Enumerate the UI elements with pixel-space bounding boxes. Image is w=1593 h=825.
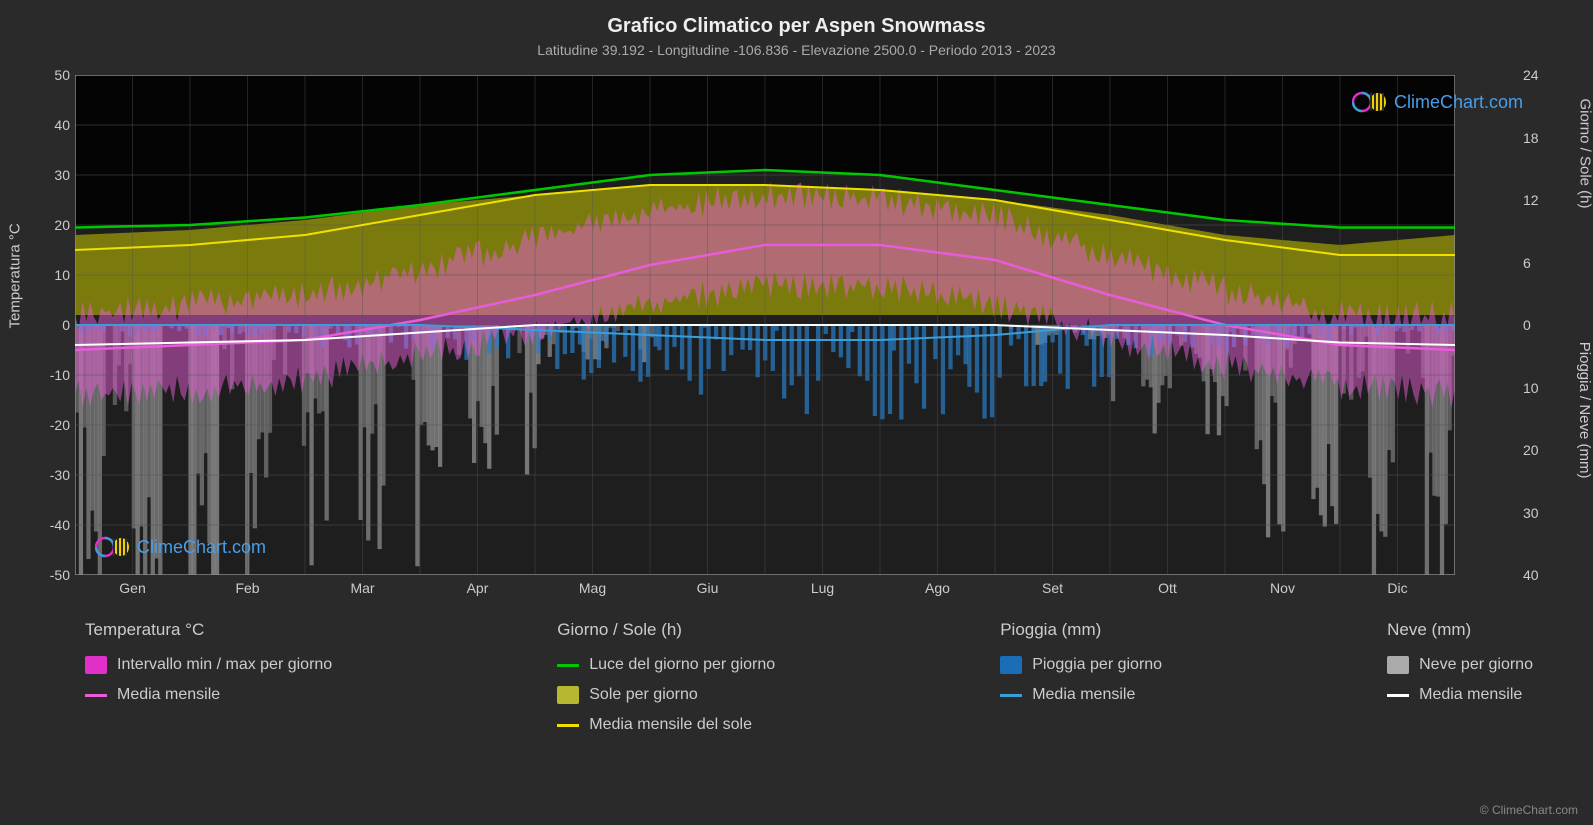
legend: Temperatura °C Intervallo min / max per … <box>85 620 1533 734</box>
y-right-top-tick: 24 <box>1523 67 1551 83</box>
rain-line-icon <box>1000 694 1022 697</box>
chart-title: Grafico Climatico per Aspen Snowmass <box>0 15 1593 38</box>
x-tick: Gen <box>113 580 153 596</box>
x-tick: Set <box>1033 580 1073 596</box>
logo-icon <box>95 535 131 559</box>
x-tick: Dic <box>1378 580 1418 596</box>
chart-plot-area <box>75 75 1455 575</box>
y-right-bottom-tick: 10 <box>1523 380 1551 396</box>
legend-sun-mean-label: Media mensile del sole <box>589 716 752 734</box>
snow-line-icon <box>1387 694 1409 697</box>
legend-col-day: Giorno / Sole (h) Luce del giorno per gi… <box>557 620 775 734</box>
x-tick: Mar <box>343 580 383 596</box>
y-left-tick: 20 <box>42 217 70 233</box>
legend-sun-mean: Media mensile del sole <box>557 716 775 734</box>
y-left-tick: -20 <box>42 417 70 433</box>
y-left-tick: -30 <box>42 467 70 483</box>
y-right-top-tick: 6 <box>1523 255 1551 271</box>
legend-rain-daily-label: Pioggia per giorno <box>1032 656 1162 674</box>
legend-daylight-label: Luce del giorno per giorno <box>589 656 775 674</box>
x-tick: Apr <box>458 580 498 596</box>
logo-bottom: ClimeChart.com <box>95 535 266 559</box>
copyright: © ClimeChart.com <box>1480 803 1578 817</box>
legend-sun-label: Sole per giorno <box>589 686 698 704</box>
y-left-tick: 40 <box>42 117 70 133</box>
legend-col-temp: Temperatura °C Intervallo min / max per … <box>85 620 332 734</box>
legend-snow-mean-label: Media mensile <box>1419 686 1522 704</box>
legend-sun: Sole per giorno <box>557 686 775 704</box>
legend-temp-mean: Media mensile <box>85 686 332 704</box>
y-right-top-tick: 0 <box>1523 317 1551 333</box>
snow-swatch-icon <box>1387 656 1409 674</box>
y-left-tick: -10 <box>42 367 70 383</box>
legend-temp-range-label: Intervallo min / max per giorno <box>117 656 332 674</box>
y-axis-left-label: Temperatura °C <box>7 223 24 328</box>
logo-top: ClimeChart.com <box>1352 90 1523 114</box>
x-tick: Ago <box>918 580 958 596</box>
sun-line-icon <box>557 724 579 727</box>
logo-icon <box>1352 90 1388 114</box>
y-right-bottom-tick: 30 <box>1523 505 1551 521</box>
legend-temp-title: Temperatura °C <box>85 620 332 640</box>
y-right-bottom-tick: 20 <box>1523 442 1551 458</box>
y-right-bottom-tick: 40 <box>1523 567 1551 583</box>
legend-temp-mean-label: Media mensile <box>117 686 220 704</box>
y-left-tick: 10 <box>42 267 70 283</box>
legend-rain-mean: Media mensile <box>1000 686 1162 704</box>
chart-svg <box>75 75 1455 575</box>
x-tick: Nov <box>1263 580 1303 596</box>
legend-day-title: Giorno / Sole (h) <box>557 620 775 640</box>
legend-rain-daily: Pioggia per giorno <box>1000 656 1162 674</box>
x-tick: Lug <box>803 580 843 596</box>
y-left-tick: -40 <box>42 517 70 533</box>
legend-snow-daily: Neve per giorno <box>1387 656 1533 674</box>
legend-snow-mean: Media mensile <box>1387 686 1533 704</box>
y-left-tick: 50 <box>42 67 70 83</box>
x-tick: Ott <box>1148 580 1188 596</box>
x-tick: Mag <box>573 580 613 596</box>
logo-text: ClimeChart.com <box>1394 92 1523 113</box>
daylight-line-icon <box>557 664 579 667</box>
legend-snow-daily-label: Neve per giorno <box>1419 656 1533 674</box>
y-right-top-tick: 12 <box>1523 192 1551 208</box>
legend-temp-range: Intervallo min / max per giorno <box>85 656 332 674</box>
y-axis-right-top-label: Giorno / Sole (h) <box>1577 98 1593 208</box>
x-tick: Giu <box>688 580 728 596</box>
legend-rain-mean-label: Media mensile <box>1032 686 1135 704</box>
legend-col-rain: Pioggia (mm) Pioggia per giorno Media me… <box>1000 620 1162 734</box>
y-right-top-tick: 18 <box>1523 130 1551 146</box>
y-left-tick: -50 <box>42 567 70 583</box>
legend-col-snow: Neve (mm) Neve per giorno Media mensile <box>1387 620 1533 734</box>
chart-subtitle: Latitudine 39.192 - Longitudine -106.836… <box>0 42 1593 58</box>
logo-text: ClimeChart.com <box>137 537 266 558</box>
x-tick: Feb <box>228 580 268 596</box>
legend-rain-title: Pioggia (mm) <box>1000 620 1162 640</box>
temp-swatch-icon <box>85 656 107 674</box>
temp-line-icon <box>85 694 107 697</box>
y-axis-right-bottom-label: Pioggia / Neve (mm) <box>1577 342 1593 479</box>
y-left-tick: 30 <box>42 167 70 183</box>
legend-daylight: Luce del giorno per giorno <box>557 656 775 674</box>
y-left-tick: 0 <box>42 317 70 333</box>
legend-snow-title: Neve (mm) <box>1387 620 1533 640</box>
rain-swatch-icon <box>1000 656 1022 674</box>
sun-swatch-icon <box>557 686 579 704</box>
